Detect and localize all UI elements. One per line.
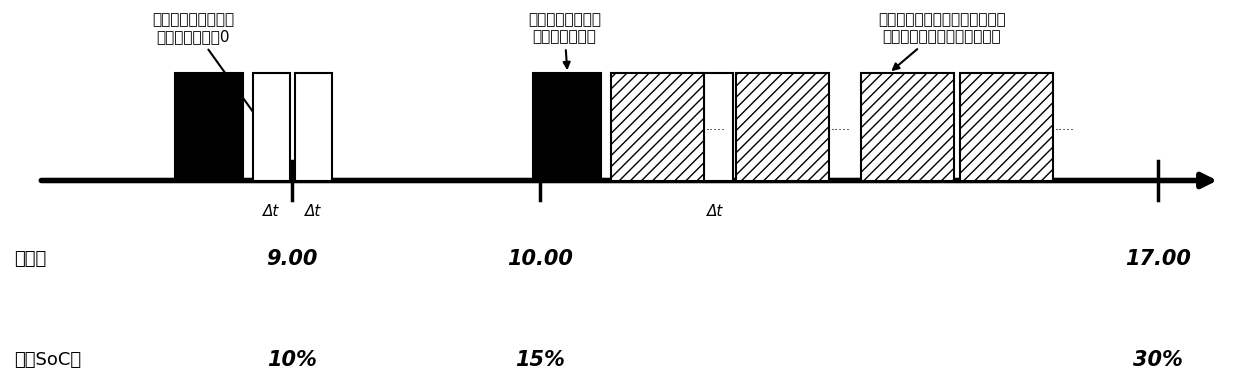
- Text: .....: .....: [1054, 120, 1074, 133]
- Text: 空白表示该时刻不充
电，充电功率为0: 空白表示该时刻不充 电，充电功率为0: [153, 12, 260, 122]
- Text: 9.00: 9.00: [267, 249, 317, 269]
- Text: Δt: Δt: [707, 204, 723, 219]
- Bar: [862, 73, 954, 181]
- Text: .....: .....: [831, 120, 851, 133]
- Bar: [737, 73, 830, 181]
- Text: 对时刻以后的填充了斜杠线的矩
形块表示该时刻可能安排充电: 对时刻以后的填充了斜杠线的矩 形块表示该时刻可能安排充电: [878, 12, 1006, 70]
- Bar: [611, 73, 704, 181]
- Text: .....: .....: [706, 120, 725, 133]
- Text: Δt: Δt: [263, 204, 279, 219]
- Text: 时刻：: 时刻：: [14, 250, 46, 268]
- Text: 30%: 30%: [1133, 349, 1183, 370]
- Text: 10%: 10%: [267, 349, 317, 370]
- Text: 黑色矩形块表示该
时刻安排了充电: 黑色矩形块表示该 时刻安排了充电: [528, 12, 601, 68]
- Bar: [533, 73, 601, 181]
- Bar: [253, 73, 290, 181]
- Bar: [175, 73, 243, 181]
- Bar: [295, 73, 332, 181]
- Bar: [698, 73, 733, 181]
- Text: 15%: 15%: [515, 349, 564, 370]
- Bar: [960, 73, 1053, 181]
- Text: Δt: Δt: [305, 204, 321, 219]
- Text: 17.00: 17.00: [1125, 249, 1192, 269]
- Text: 10.00: 10.00: [507, 249, 573, 269]
- Text: 电池SoC：: 电池SoC：: [14, 351, 81, 369]
